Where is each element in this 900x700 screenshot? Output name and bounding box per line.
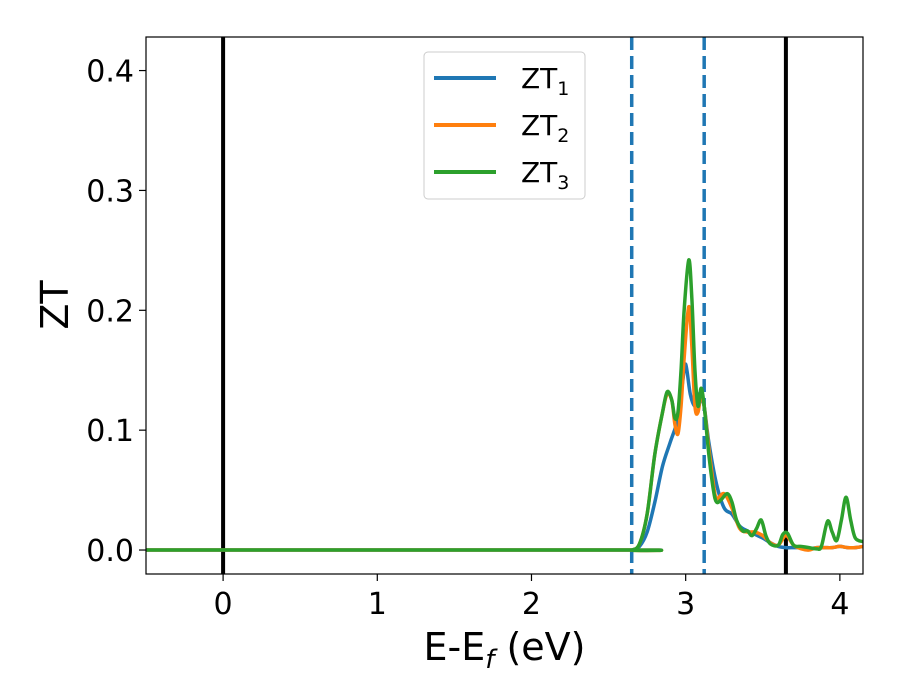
- legend: ZT1 ZT2 ZT3: [423, 51, 586, 200]
- x-axis-label: E-Ef (eV): [424, 625, 586, 675]
- series-line-zt3: [146, 258, 863, 553]
- legend-label-1: ZT1: [521, 62, 569, 100]
- y-axis-label: ZT: [33, 280, 77, 330]
- x-axis-label-unit: (eV): [494, 625, 585, 669]
- legend-label-3: ZT3: [521, 156, 569, 194]
- y-tick-label: 0.0: [86, 534, 134, 569]
- x-tick-label: 1: [368, 587, 387, 622]
- x-tick-label: 0: [214, 587, 233, 622]
- legend-box: [423, 51, 586, 200]
- y-tick-label: 0.2: [86, 294, 134, 329]
- plot-frame: [145, 36, 864, 575]
- y-tick-label: 0.4: [86, 55, 134, 90]
- x-tick-label: 3: [676, 587, 695, 622]
- legend-label-2: ZT2: [521, 109, 569, 147]
- y-tick-label: 0.1: [86, 414, 134, 449]
- x-tick-label: 2: [522, 587, 541, 622]
- x-tick-label: 4: [830, 587, 849, 622]
- y-tick-label: 0.3: [86, 174, 134, 209]
